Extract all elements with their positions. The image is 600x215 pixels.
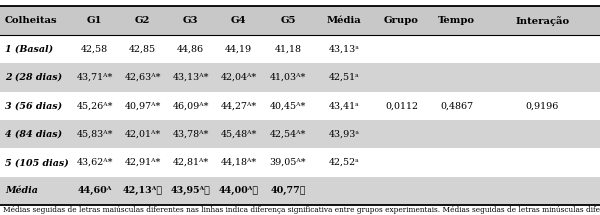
- Text: Média: Média: [326, 16, 361, 25]
- Text: 42,85: 42,85: [129, 45, 157, 54]
- Text: 42,58: 42,58: [81, 45, 109, 54]
- Bar: [0, 6, 600, 35]
- Text: 44,27ᴬ*: 44,27ᴬ*: [221, 101, 257, 110]
- Bar: [0, 35, 600, 63]
- Text: 43,41ᵃ: 43,41ᵃ: [328, 101, 359, 110]
- Text: 44,18ᴬ*: 44,18ᴬ*: [221, 158, 257, 167]
- Text: 42,52ᵃ: 42,52ᵃ: [328, 158, 359, 167]
- Text: 39,05ᴬ*: 39,05ᴬ*: [269, 158, 307, 167]
- Text: 45,83ᴬ*: 45,83ᴬ*: [77, 130, 113, 139]
- Text: 43,13ᵃ: 43,13ᵃ: [328, 45, 359, 54]
- Text: G2: G2: [135, 16, 151, 25]
- Text: Grupo: Grupo: [384, 16, 419, 25]
- Text: 5 (105 dias): 5 (105 dias): [5, 158, 68, 167]
- Text: 41,03ᴬ*: 41,03ᴬ*: [270, 73, 306, 82]
- Text: 44,00ᴬᷩ: 44,00ᴬᷩ: [219, 186, 259, 195]
- Text: 42,91ᴬ*: 42,91ᴬ*: [125, 158, 161, 167]
- Text: 2 (28 dias): 2 (28 dias): [5, 73, 62, 82]
- Text: 40,45ᴬ*: 40,45ᴬ*: [270, 101, 306, 110]
- Text: 44,19: 44,19: [225, 45, 253, 54]
- Text: 0,4867: 0,4867: [440, 101, 473, 110]
- Text: 43,93ᵃ: 43,93ᵃ: [328, 130, 359, 139]
- Text: 42,51ᵃ: 42,51ᵃ: [328, 73, 359, 82]
- Text: 43,62ᴬ*: 43,62ᴬ*: [77, 158, 113, 167]
- Bar: [0, 92, 600, 120]
- Text: G5: G5: [280, 16, 296, 25]
- Bar: [0, 177, 600, 205]
- Bar: [0, 63, 600, 92]
- Text: 44,60ᴬ: 44,60ᴬ: [77, 186, 112, 195]
- Text: G4: G4: [231, 16, 247, 25]
- Text: 43,71ᴬ*: 43,71ᴬ*: [77, 73, 113, 82]
- Text: 3 (56 dias): 3 (56 dias): [5, 101, 62, 110]
- Text: 1 (Basal): 1 (Basal): [5, 45, 53, 54]
- Bar: [0, 148, 600, 177]
- Text: Média: Média: [5, 186, 38, 195]
- Text: 42,04ᴬ*: 42,04ᴬ*: [221, 73, 257, 82]
- Text: 42,81ᴬ*: 42,81ᴬ*: [173, 158, 209, 167]
- Text: 42,54ᴬ*: 42,54ᴬ*: [270, 130, 306, 139]
- Text: 4 (84 dias): 4 (84 dias): [5, 130, 62, 139]
- Text: 42,01ᴬ*: 42,01ᴬ*: [125, 130, 161, 139]
- Text: G3: G3: [183, 16, 199, 25]
- Text: 43,78ᴬ*: 43,78ᴬ*: [173, 130, 209, 139]
- Text: 0,9196: 0,9196: [526, 101, 559, 110]
- Text: Médias seguidas de letras maiúsculas diferentes nas linhas indica diferença sign: Médias seguidas de letras maiúsculas dif…: [3, 206, 600, 214]
- Text: G1: G1: [87, 16, 103, 25]
- Text: 42,63ᴬ*: 42,63ᴬ*: [125, 73, 161, 82]
- Text: 40,97ᴬ*: 40,97ᴬ*: [125, 101, 161, 110]
- Text: 43,13ᴬ*: 43,13ᴬ*: [173, 73, 209, 82]
- Text: 45,26ᴬ*: 45,26ᴬ*: [77, 101, 113, 110]
- Text: 43,95ᴬᷩ: 43,95ᴬᷩ: [171, 186, 211, 195]
- Text: 42,13ᴬᷩ: 42,13ᴬᷩ: [123, 186, 163, 195]
- Text: 44,86: 44,86: [177, 45, 205, 54]
- Text: Interação: Interação: [515, 16, 569, 26]
- Text: 0,0112: 0,0112: [385, 101, 418, 110]
- Text: Colheitas: Colheitas: [5, 16, 58, 25]
- Text: 45,48ᴬ*: 45,48ᴬ*: [221, 130, 257, 139]
- Text: Tempo: Tempo: [438, 16, 475, 25]
- Text: 40,77ᷩ: 40,77ᷩ: [270, 186, 306, 195]
- Text: 41,18: 41,18: [275, 45, 302, 54]
- Text: 46,09ᴬ*: 46,09ᴬ*: [173, 101, 209, 110]
- Bar: [0, 120, 600, 148]
